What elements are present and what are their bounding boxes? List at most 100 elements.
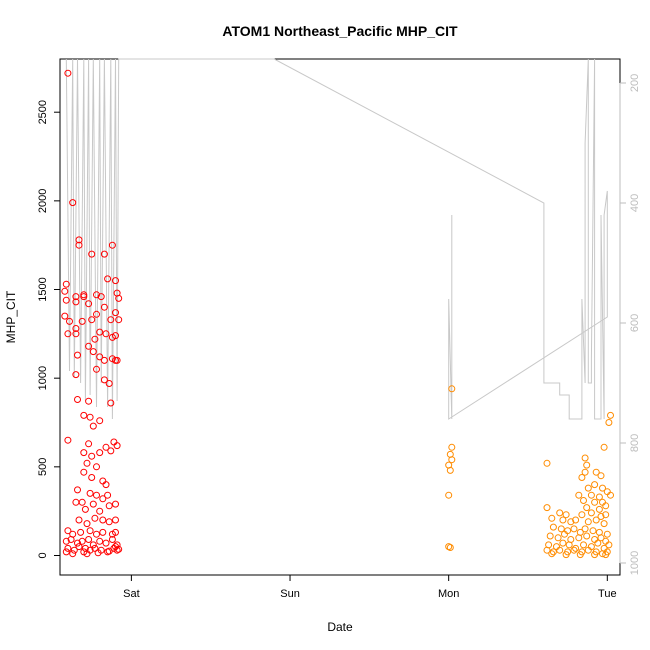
- data-point-series-1: [75, 236, 83, 244]
- data-point-series-1: [96, 507, 104, 515]
- data-point-series-2: [602, 511, 610, 519]
- data-point-series-1: [67, 536, 75, 543]
- data-point-series-2: [543, 459, 551, 467]
- data-point-series-2: [597, 513, 605, 520]
- data-point-series-1: [88, 474, 96, 481]
- data-point-series-1: [83, 520, 91, 528]
- data-point-series-1: [102, 443, 110, 451]
- data-point-series-2: [587, 491, 595, 499]
- data-point-series-2: [448, 385, 456, 393]
- profile-line-layer: [65, 58, 608, 420]
- data-point-series-2: [607, 491, 614, 499]
- data-point-series-2: [445, 491, 453, 499]
- data-point-series-2: [592, 468, 600, 476]
- data-point-series-1: [96, 537, 104, 545]
- y-tick-label: 2000: [37, 189, 49, 213]
- data-point-series-1: [75, 241, 83, 249]
- x-tick-label: Tue: [598, 588, 617, 600]
- data-point-series-1: [62, 296, 70, 304]
- data-point-series-2: [581, 468, 589, 476]
- data-point-series-2: [591, 498, 599, 506]
- data-point-series-1: [93, 310, 100, 318]
- data-point-series-1: [93, 530, 100, 538]
- data-point-series-1: [77, 528, 85, 536]
- data-point-series-1: [69, 199, 77, 207]
- data-point-series-1: [70, 546, 78, 554]
- data-point-series-1: [96, 353, 104, 361]
- data-point-series-1: [80, 468, 88, 476]
- chart-title: ATOM1 Northeast_Pacific MHP_CIT: [222, 23, 458, 39]
- data-point-series-1: [85, 397, 93, 405]
- data-point-series-1: [72, 325, 80, 332]
- data-point-series-1: [91, 335, 99, 343]
- data-point-series-2: [587, 509, 595, 517]
- data-point-series-1: [91, 514, 99, 522]
- data-point-series-1: [85, 342, 93, 350]
- data-point-series-1: [72, 371, 80, 379]
- data-point-series-2: [567, 518, 575, 526]
- x-tick-label: Sun: [280, 588, 300, 600]
- data-point-series-1: [62, 280, 70, 288]
- data-point-series-1: [75, 543, 83, 551]
- data-point-series-2: [548, 514, 556, 522]
- data-point-series-1: [100, 303, 108, 311]
- data-point-series-1: [80, 293, 88, 301]
- data-point-series-1: [110, 438, 118, 446]
- data-point-series-2: [597, 534, 605, 542]
- data-point-series-2: [589, 527, 597, 535]
- y-axis-label: MHP_CIT: [4, 290, 18, 343]
- data-point-series-1: [64, 527, 72, 535]
- data-point-series-1: [99, 495, 107, 503]
- data-point-series-2: [548, 550, 556, 558]
- data-point-series-2: [446, 544, 454, 551]
- data-point-series-1: [104, 491, 112, 499]
- data-point-series-2: [576, 551, 584, 559]
- data-point-series-1: [88, 316, 96, 324]
- data-point-series-2: [570, 546, 578, 554]
- data-point-series-2: [584, 518, 592, 526]
- data-point-series-2: [580, 497, 587, 504]
- plot-frame: [59, 58, 621, 576]
- data-point-series-2: [549, 548, 557, 556]
- data-point-series-2: [602, 502, 610, 510]
- data-point-series-1: [108, 536, 116, 543]
- data-point-series-2: [575, 534, 583, 542]
- data-point-series-2: [595, 493, 603, 501]
- data-point-series-1: [99, 528, 107, 536]
- data-point-series-2: [543, 546, 551, 554]
- data-point-series-1: [107, 447, 115, 455]
- data-point-series-1: [112, 332, 119, 340]
- data-point-series-2: [599, 550, 606, 558]
- data-point-series-1: [102, 330, 110, 338]
- data-point-series-1: [96, 328, 104, 336]
- data-point-series-2: [600, 443, 608, 451]
- data-point-series-2: [595, 505, 603, 513]
- data-point-series-1: [100, 356, 108, 364]
- data-point-series-1: [69, 550, 77, 558]
- data-point-series-2: [591, 481, 599, 489]
- data-point-series-2: [605, 541, 613, 549]
- data-point-series-1: [66, 317, 73, 325]
- y2-tick-label: 200: [629, 74, 641, 92]
- data-point-series-2: [565, 541, 573, 549]
- data-point-series-1: [113, 356, 121, 364]
- data-point-series-1: [115, 545, 123, 553]
- data-point-series-1: [93, 365, 100, 373]
- data-point-series-1: [104, 275, 112, 283]
- data-point-series-1: [94, 549, 102, 557]
- data-point-series-1: [105, 547, 113, 555]
- data-point-series-2: [580, 541, 587, 549]
- data-point-series-1: [64, 330, 72, 338]
- data-point-series-2: [570, 525, 578, 533]
- y-tick-label: 2500: [37, 100, 49, 124]
- data-point-series-2: [602, 551, 610, 559]
- data-point-series-2: [578, 474, 586, 481]
- y-tick-label: 1000: [37, 366, 49, 390]
- data-point-series-2: [602, 537, 610, 545]
- data-point-series-1: [74, 351, 81, 359]
- data-point-series-2: [559, 516, 567, 524]
- data-point-series-2: [543, 504, 551, 512]
- data-point-series-2: [581, 454, 589, 462]
- data-point-series-1: [64, 544, 72, 552]
- data-point-series-1: [72, 298, 80, 306]
